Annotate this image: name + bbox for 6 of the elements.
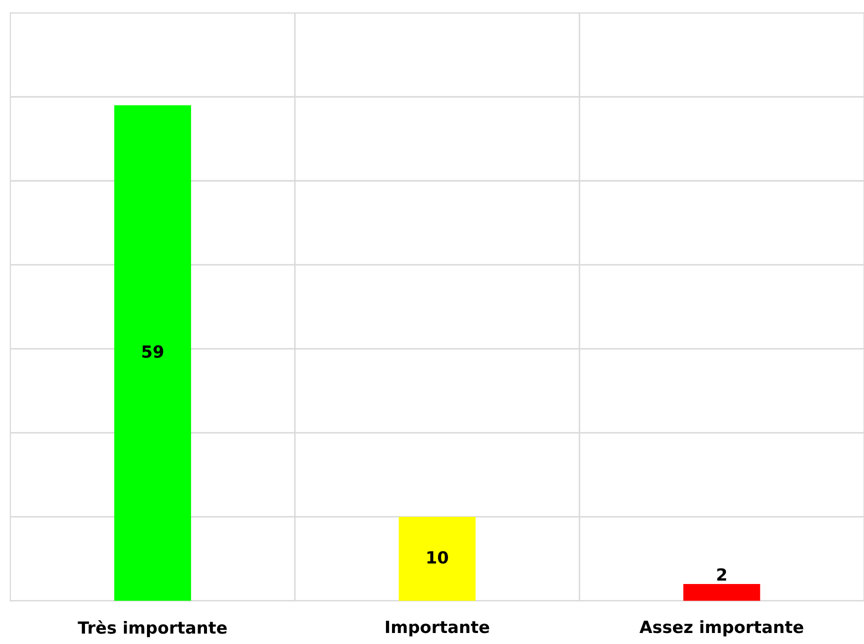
x-tick-label: Assez importante — [640, 620, 804, 636]
data-label: 59 — [142, 345, 164, 358]
data-label: 10 — [427, 551, 448, 564]
x-tick-label: Importante — [386, 620, 490, 636]
x-tick-label: Très importante — [78, 620, 227, 638]
data-label: 2 — [717, 568, 726, 581]
